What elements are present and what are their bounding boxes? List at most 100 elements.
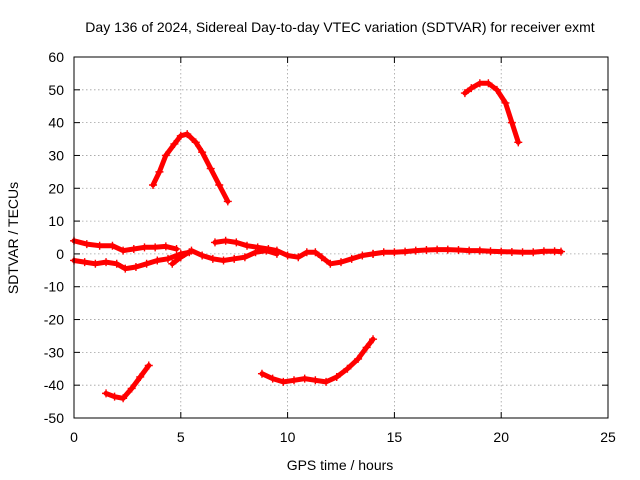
data-point [279, 377, 288, 386]
data-point [232, 238, 241, 247]
x-tick-label: 0 [70, 429, 78, 445]
axis-ticks: 0 5 10 15 20 25 -50 -40 -30 -20 -10 0 10 20 30 40 50 60 [44, 49, 616, 445]
data-point [529, 248, 538, 257]
data-point [379, 248, 388, 257]
data-point [486, 247, 495, 256]
data-point [121, 264, 130, 273]
data-point [176, 253, 185, 262]
data-point [358, 251, 367, 260]
data-point [163, 254, 172, 263]
data-point [332, 372, 341, 381]
y-tick-label: -20 [44, 312, 64, 328]
data-point [149, 180, 158, 189]
data-point [129, 244, 138, 253]
y-tick-label: 50 [48, 82, 64, 98]
data-point [144, 361, 153, 370]
data-point [501, 98, 510, 107]
series-arc-4 [257, 335, 378, 386]
data-point [170, 139, 179, 148]
x-tick-label: 25 [600, 429, 616, 445]
data-point [253, 243, 262, 252]
data-point [354, 354, 363, 363]
data-point [230, 254, 239, 263]
data-point [161, 242, 170, 251]
data-point [223, 197, 232, 206]
data-point [119, 394, 128, 403]
data-point [326, 259, 335, 268]
chart-title: Day 136 of 2024, Sidereal Day-to-day VTE… [85, 19, 594, 35]
data-point [369, 249, 378, 258]
data-point [102, 389, 111, 398]
data-point [411, 246, 420, 255]
data-point [467, 84, 476, 93]
data-point [369, 335, 378, 344]
data-point [465, 246, 474, 255]
x-tick-label: 5 [177, 429, 185, 445]
data-point [317, 253, 326, 262]
data-point [243, 241, 252, 250]
data-point [102, 258, 111, 267]
series-line [71, 238, 179, 254]
x-tick-label: 15 [387, 429, 403, 445]
y-tick-label: 30 [48, 147, 64, 163]
data-point [433, 245, 442, 254]
data-point [221, 236, 230, 245]
y-tick-label: 0 [56, 246, 64, 262]
series-arc-9 [369, 245, 566, 258]
data-point [300, 374, 309, 383]
data-point [557, 247, 566, 256]
data-point [507, 247, 516, 256]
series-arc-5 [70, 236, 181, 255]
data-point [322, 377, 331, 386]
data-point [290, 376, 299, 385]
data-point [514, 138, 523, 147]
data-point [454, 245, 463, 254]
data-point [497, 247, 506, 256]
y-tick-label: -50 [44, 410, 64, 426]
data-point [151, 243, 160, 252]
data-point [362, 343, 371, 352]
plot-frame [73, 56, 609, 419]
data-point [475, 79, 484, 88]
x-tick-label: 20 [493, 429, 509, 445]
series-arc-8 [210, 236, 378, 268]
data-point [460, 89, 469, 98]
data-point [112, 259, 121, 268]
data-point [172, 244, 181, 253]
data-point [127, 384, 136, 393]
data-point [153, 256, 162, 265]
data-point [422, 245, 431, 254]
data-point [208, 254, 217, 263]
data-point [311, 376, 320, 385]
y-tick-label: -40 [44, 377, 64, 393]
data-point [390, 248, 399, 257]
data-point [475, 246, 484, 255]
data-point [343, 364, 352, 373]
y-tick-label: 20 [48, 180, 64, 196]
data-point [136, 372, 145, 381]
data-point [272, 246, 281, 255]
data-point [140, 243, 149, 252]
data-point [161, 151, 170, 160]
data-point [294, 253, 303, 262]
data-point [198, 251, 207, 260]
data-point [311, 248, 320, 257]
data-point [264, 244, 273, 253]
series-arc-3 [102, 361, 153, 403]
data-point [215, 180, 224, 189]
series-line [462, 80, 521, 145]
data-point [518, 248, 527, 257]
data-point [492, 85, 501, 94]
y-tick-label: 60 [48, 49, 64, 65]
data-point [240, 253, 249, 262]
data-point [183, 130, 192, 139]
data-point [176, 131, 185, 140]
data-point [191, 138, 200, 147]
data-point [401, 247, 410, 256]
data-point [484, 79, 493, 88]
series-arc-7 [168, 246, 281, 268]
data-point [155, 167, 164, 176]
data-point [91, 259, 100, 268]
